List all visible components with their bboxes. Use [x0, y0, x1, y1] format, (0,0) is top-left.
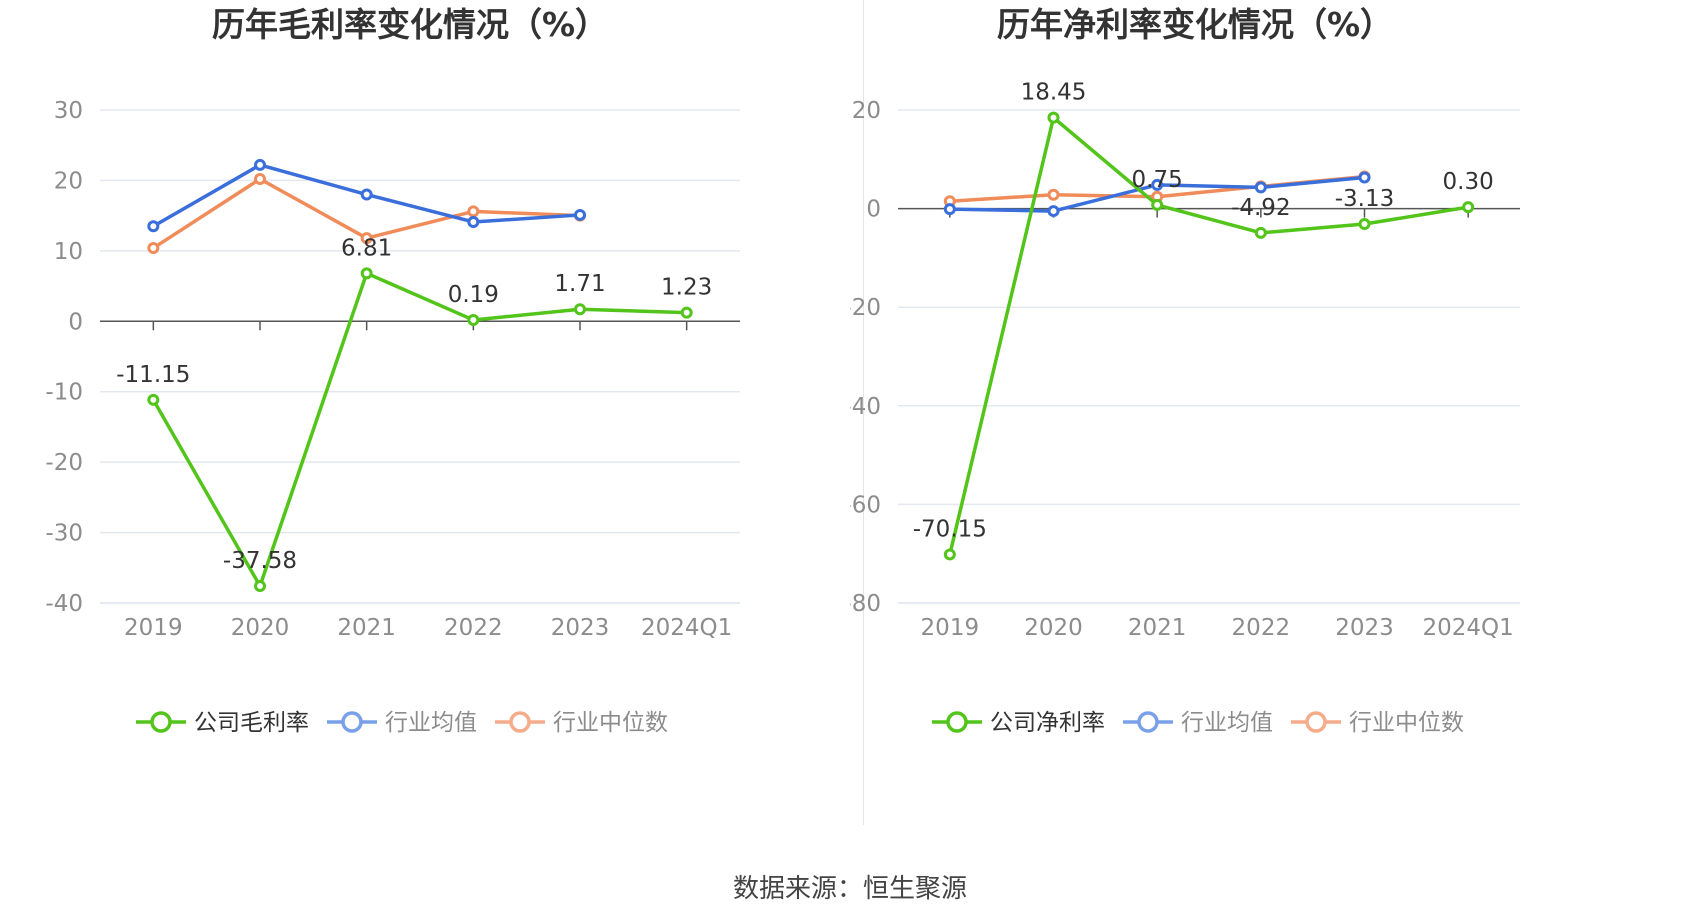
net-x-tick-2021: 2021: [1128, 615, 1187, 641]
gross-legend-label-industry_median: 行业中位数: [553, 710, 668, 736]
gross-y-tick: 20: [54, 168, 83, 194]
gross-y-tick: -30: [45, 521, 83, 547]
gross-point-company-2024q1: [680, 306, 693, 319]
net-data-label-2021: 0.75: [1132, 167, 1183, 193]
net-point-company-2024q1: [1462, 201, 1475, 214]
gross-margin-chart-svg: 历年毛利率变化情况（%） 30 20 10 0 -10 -20 -30 -40 2019 2020 2…: [45, 5, 740, 736]
net-y-tick: -40: [850, 394, 881, 420]
gross-point-industry_median-2022: [467, 205, 480, 218]
net-margin-chart-svg: 历年净利率变化情况（%） 20 0 -20 -40 -60 -80 2019 2020 2021 2…: [843, 5, 1520, 736]
net-y-tick: 0: [866, 197, 881, 223]
net-point-company-2023: [1358, 218, 1371, 231]
net-legend-item-industry_avg: 行业均值: [1123, 710, 1273, 736]
net-point-industry_avg-2023: [1358, 171, 1371, 184]
gross-point-industry_median-2021: [360, 232, 373, 245]
net-point-company-2019: [943, 548, 956, 561]
net-x-tick-2020: 2020: [1024, 615, 1083, 641]
gross-point-industry_avg-2023: [574, 208, 586, 221]
gross-y-tick: 0: [68, 309, 83, 335]
net-point-industry_avg-2020: [1047, 205, 1060, 218]
net-legend-label-industry_avg: 行业均值: [1181, 710, 1273, 736]
gross-point-company-2020: [254, 579, 266, 592]
gross-x-tick-2019: 2019: [124, 615, 183, 641]
gross-y-tick: -40: [45, 591, 83, 617]
gross-x-tick-2021: 2021: [337, 615, 396, 641]
gross-y-tick: -10: [45, 380, 83, 406]
gross-point-company-2021: [360, 267, 373, 280]
net-legend-marker-company: [946, 711, 968, 733]
net-point-company-2022: [1254, 226, 1267, 239]
gross-point-industry_avg-2020: [254, 158, 266, 171]
net-y-tick: -60: [850, 492, 881, 518]
gross-margin-chart: 历年毛利率变化情况（%） 30 20 10 0 -10 -20 -30 -40 2019 2020 2…: [0, 0, 850, 830]
net-x-tick-2024q1: 2024Q1: [1423, 615, 1514, 641]
gross-legend-item-company: 公司毛利率: [136, 710, 309, 736]
gross-legend-marker-industry_median: [509, 711, 531, 733]
net-margin-chart: 历年净利率变化情况（%） 20 0 -20 -40 -60 -80 2019 2020 2021 2…: [843, 0, 1700, 830]
gross-x-tick-2023: 2023: [551, 615, 610, 641]
gross-data-label-2021: 6.81: [341, 235, 392, 261]
gross-legend-marker-company: [150, 711, 172, 733]
gross-data-label-2023: 1.71: [554, 271, 605, 297]
net-point-industry_median-2020: [1047, 188, 1060, 201]
gross-point-company-2023: [574, 303, 586, 316]
net-point-industry_avg-2021: [1151, 178, 1164, 191]
net-x-tick-2023: 2023: [1335, 615, 1394, 641]
net-title: 历年净利率变化情况（%）: [997, 5, 1393, 44]
gross-y-tick: 30: [54, 98, 83, 124]
gross-x-tick-2022: 2022: [444, 615, 503, 641]
gross-legend-label-industry_avg: 行业均值: [385, 710, 477, 736]
net-data-label-2019: -70.15: [913, 516, 987, 542]
net-point-industry_avg-2019: [943, 203, 956, 216]
net-data-label-2022: -4.92: [1231, 195, 1291, 221]
gross-legend-label-company: 公司毛利率: [194, 710, 309, 736]
gross-title: 历年毛利率变化情况（%）: [212, 5, 608, 44]
gross-point-industry_median-2020: [254, 173, 266, 186]
gross-point-industry_avg-2021: [360, 188, 373, 201]
net-y-tick: 20: [852, 98, 881, 124]
net-data-label-2024q1: 0.30: [1443, 169, 1494, 195]
gross-point-company-2019: [147, 393, 160, 406]
gross-x-tick-2024q1: 2024Q1: [641, 615, 732, 641]
gross-data-label-2020: -37.58: [223, 548, 297, 574]
gross-line-company: [151, 271, 687, 588]
net-data-label-2020: 18.45: [1021, 80, 1087, 106]
gross-data-label-2019: -11.15: [116, 362, 190, 388]
gross-legend-item-industry_avg: 行业均值: [327, 710, 477, 736]
gross-point-industry_avg-2019: [147, 220, 160, 233]
net-y-tick: -80: [850, 591, 881, 617]
gross-point-industry_median-2019: [147, 242, 160, 255]
chart-divider: [863, 0, 864, 825]
net-legend-item-industry_median: 行业中位数: [1291, 710, 1464, 736]
data-source: 数据来源：恒生聚源: [732, 874, 967, 904]
net-point-industry_avg-2022: [1254, 181, 1267, 194]
gross-point-industry_avg-2022: [467, 215, 480, 228]
gross-point-company-2022: [467, 313, 480, 326]
gross-data-label-2022: 0.19: [448, 282, 499, 308]
net-legend-marker-industry_median: [1305, 711, 1327, 733]
gross-y-tick: 10: [54, 239, 83, 265]
gross-y-tick: -20: [45, 450, 83, 476]
net-x-tick-2022: 2022: [1232, 615, 1291, 641]
gross-data-label-2024q1: 1.23: [661, 275, 712, 301]
gross-legend-marker-industry_avg: [341, 711, 363, 733]
gross-x-tick-2020: 2020: [231, 615, 290, 641]
net-point-company-2020: [1047, 111, 1060, 124]
net-y-tick: -20: [850, 295, 881, 321]
net-legend-item-company: 公司净利率: [932, 710, 1105, 736]
net-point-company-2021: [1151, 198, 1164, 211]
gross-legend-item-industry_median: 行业中位数: [495, 710, 668, 736]
net-line-company: [948, 115, 1469, 555]
net-x-tick-2019: 2019: [921, 615, 980, 641]
net-data-label-2023: -3.13: [1335, 186, 1395, 212]
net-legend-label-industry_median: 行业中位数: [1349, 710, 1464, 736]
net-legend-marker-industry_avg: [1137, 711, 1159, 733]
net-legend-label-company: 公司净利率: [990, 710, 1105, 736]
